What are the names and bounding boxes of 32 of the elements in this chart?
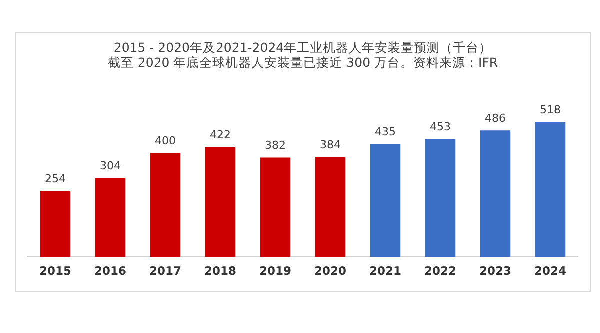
bar bbox=[535, 122, 566, 258]
data-label: 382 bbox=[265, 139, 286, 152]
bar bbox=[480, 130, 511, 258]
x-tick-label: 2017 bbox=[149, 264, 182, 278]
data-label: 254 bbox=[45, 172, 66, 186]
data-label: 422 bbox=[210, 128, 231, 142]
x-tick-label: 2021 bbox=[369, 264, 402, 278]
x-tick-label: 2015 bbox=[39, 264, 72, 278]
data-label: 486 bbox=[485, 112, 506, 126]
x-tick-label: 2019 bbox=[259, 264, 292, 278]
x-tick-label: 2020 bbox=[314, 264, 347, 278]
x-tick-label: 2024 bbox=[534, 264, 567, 278]
chart-title: 2015 - 2020年及2021-2024年工业机器人年安装量预测（千台） bbox=[114, 40, 492, 55]
x-tick-label: 2018 bbox=[204, 264, 237, 278]
bar bbox=[150, 153, 181, 258]
bar bbox=[205, 147, 236, 258]
data-label: 518 bbox=[540, 104, 561, 117]
x-tick-label: 2016 bbox=[94, 264, 127, 278]
data-label: 435 bbox=[375, 125, 396, 138]
x-tick-label: 2022 bbox=[424, 264, 457, 278]
bar bbox=[40, 191, 71, 258]
data-label: 384 bbox=[320, 138, 341, 152]
data-label: 304 bbox=[100, 159, 121, 172]
bar bbox=[370, 144, 401, 258]
chart-subtitle: 截至 2020 年底全球机器人安装量已接近 300 万台。资料来源：IFR bbox=[108, 54, 498, 70]
data-label: 453 bbox=[430, 120, 451, 134]
bar bbox=[260, 158, 291, 258]
bar bbox=[315, 157, 346, 258]
x-tick-label: 2023 bbox=[479, 264, 512, 278]
bar bbox=[425, 139, 456, 258]
bar bbox=[95, 178, 126, 258]
data-label: 400 bbox=[155, 134, 176, 148]
